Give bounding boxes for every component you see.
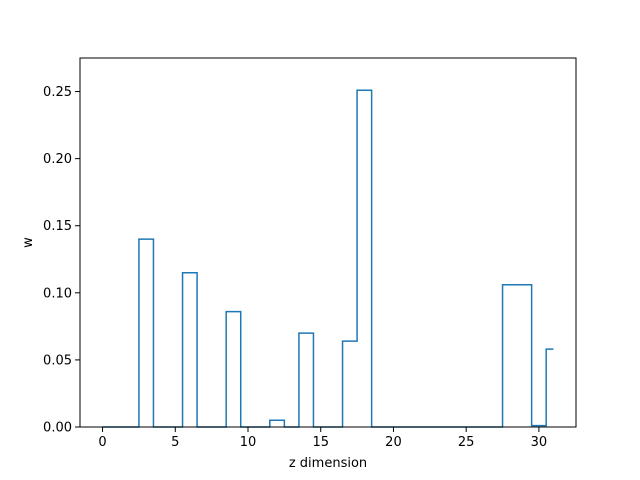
x-tick-label: 25 [458, 435, 475, 450]
y-axis: 0.00 0.05 0.10 0.15 0.20 0.25 [43, 85, 80, 436]
y-tick-label: 0.05 [43, 353, 72, 368]
x-tick-label: 20 [385, 435, 402, 450]
x-tick-label: 5 [171, 435, 179, 450]
x-tick-label: 10 [240, 435, 257, 450]
x-tick-label: 0 [98, 435, 106, 450]
x-axis-label: z dimension [289, 456, 367, 471]
y-tick-label: 0.25 [43, 85, 72, 100]
axes-frame [79, 57, 577, 428]
y-tick-label: 0.00 [43, 421, 72, 436]
y-tick-label: 0.15 [43, 219, 72, 234]
y-tick-label: 0.20 [43, 152, 72, 167]
x-tick-label: 30 [531, 435, 548, 450]
x-tick-label: 15 [312, 435, 329, 450]
x-axis: 0 5 10 15 20 25 30 [98, 427, 547, 450]
y-axis-label: w [21, 237, 36, 248]
y-tick-label: 0.10 [43, 286, 72, 301]
